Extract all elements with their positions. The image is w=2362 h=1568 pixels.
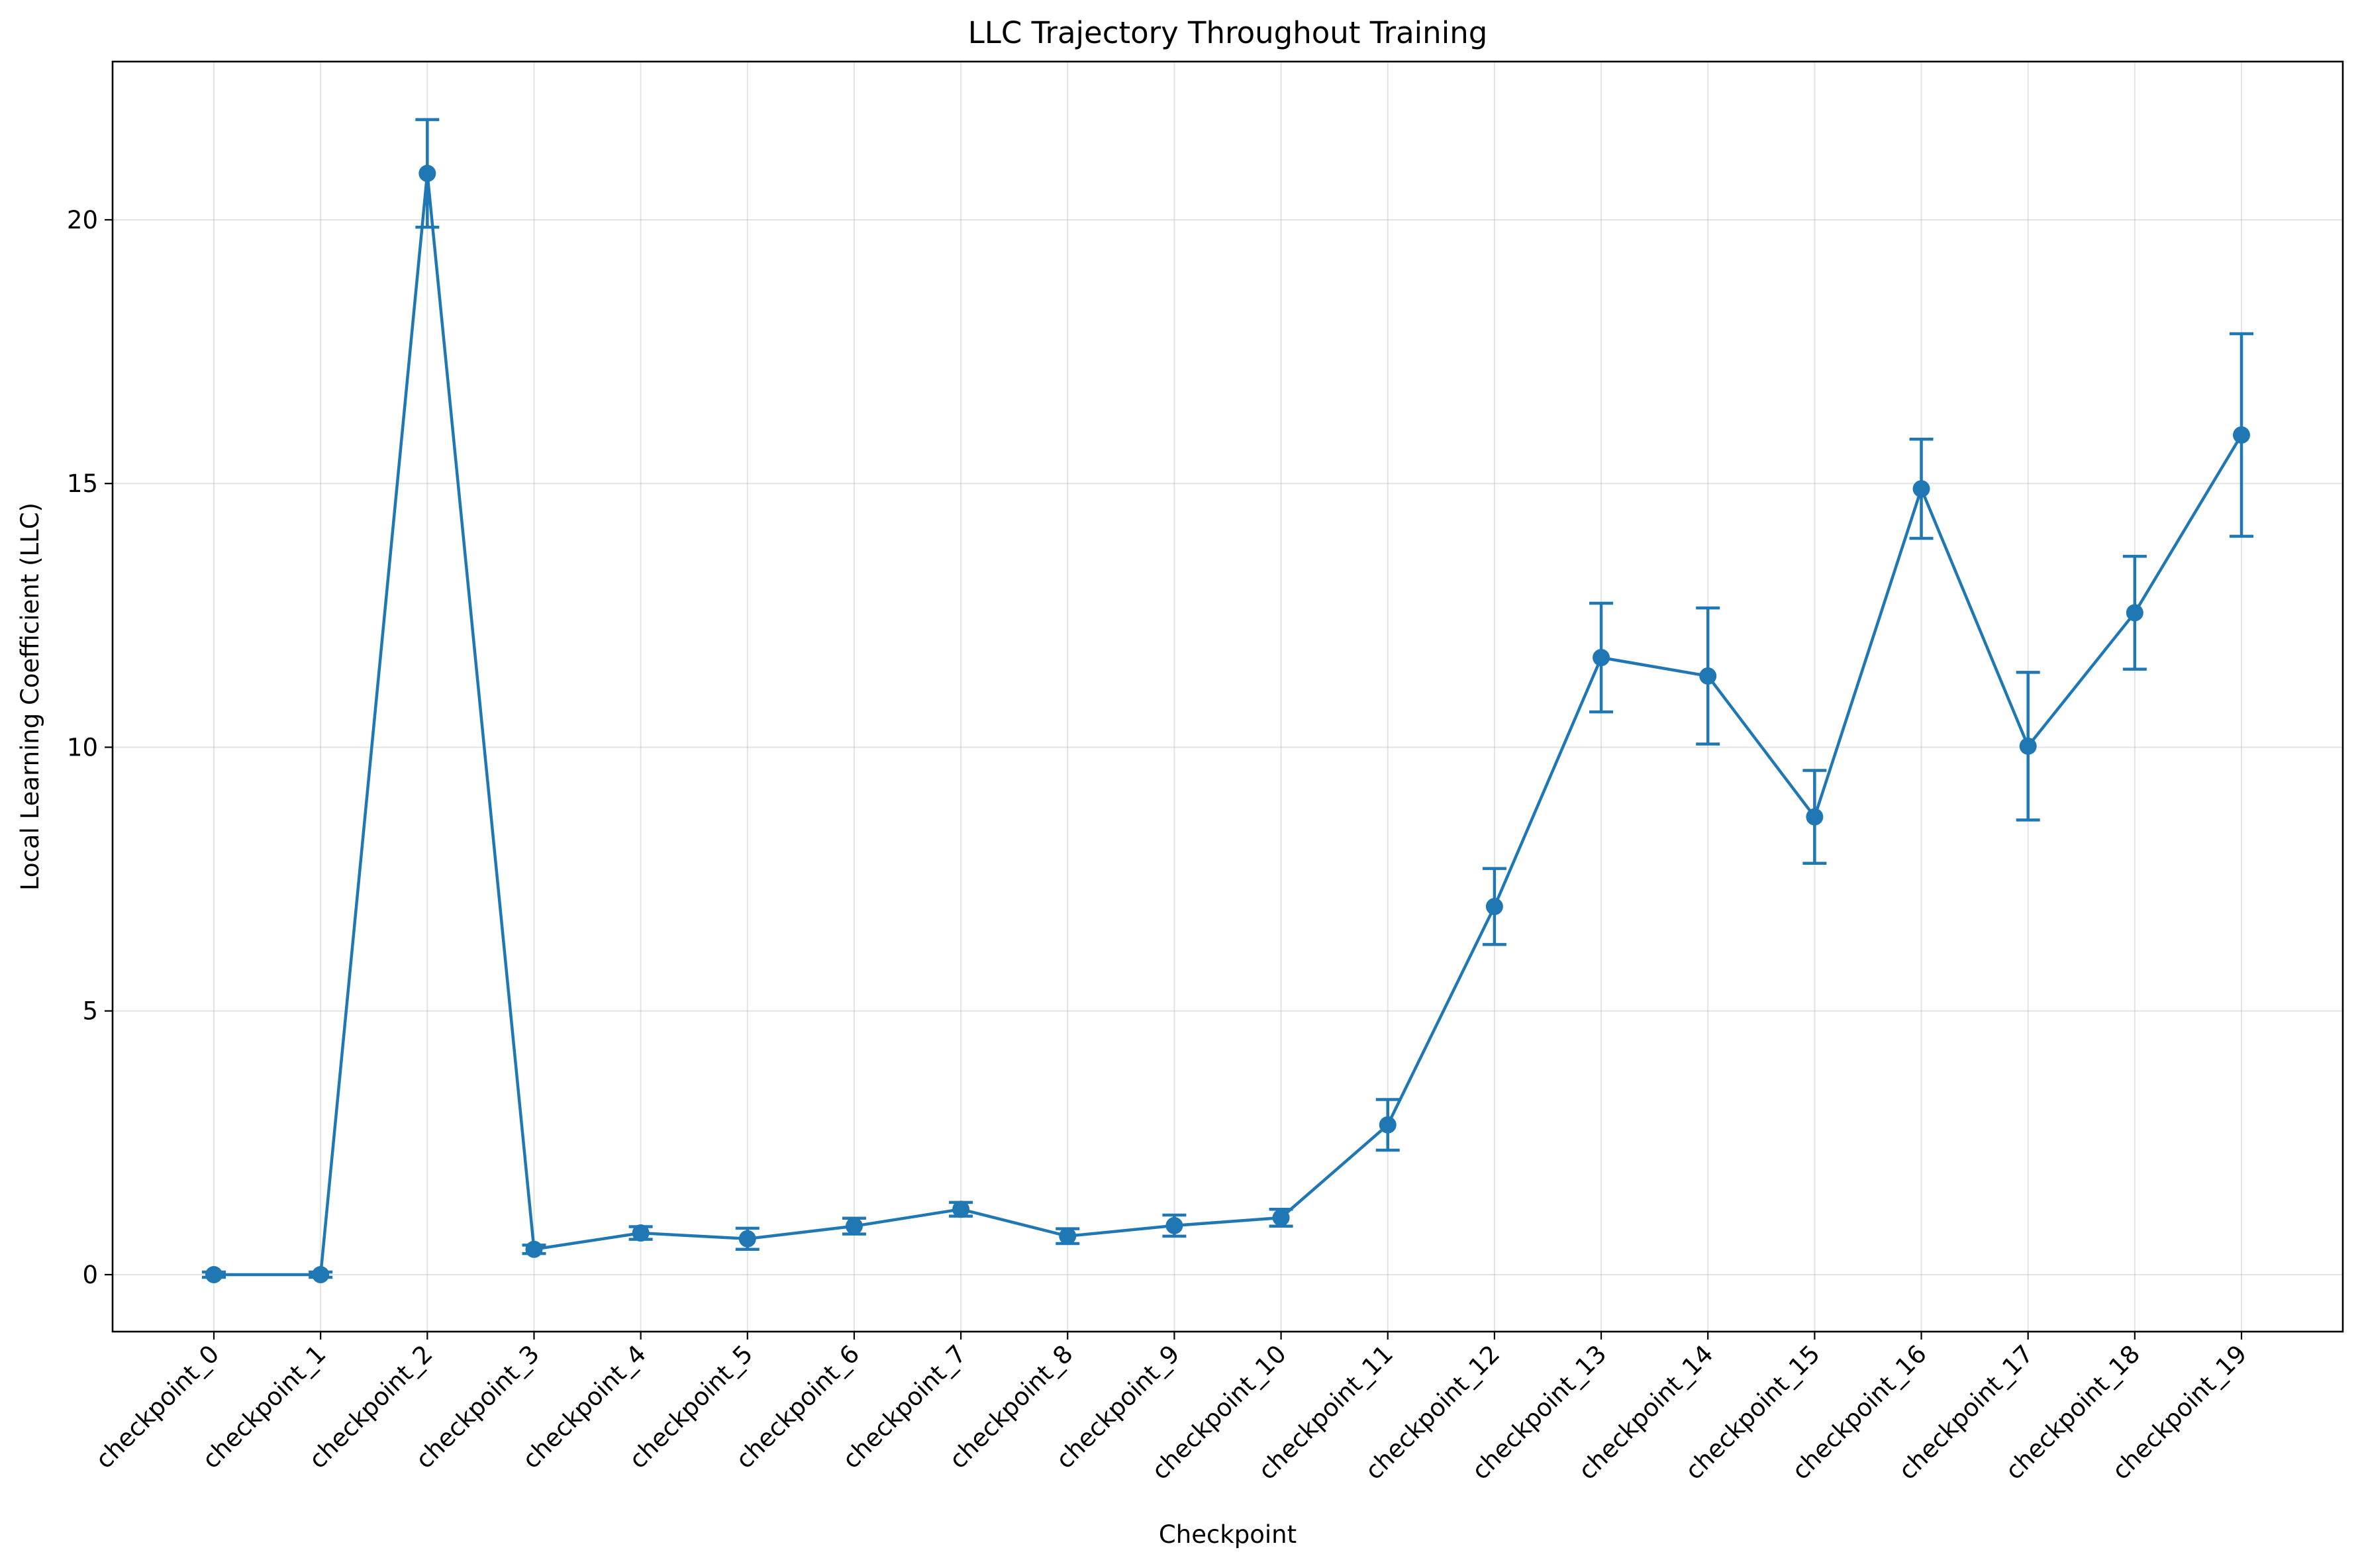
- y-tick-label: 20: [67, 206, 98, 234]
- data-point: [952, 1200, 970, 1218]
- data-point: [1379, 1116, 1397, 1134]
- data-point: [1485, 898, 1503, 916]
- series-line: [214, 172, 2243, 1277]
- chart-title: LLC Trajectory Throughout Training: [968, 15, 1488, 50]
- y-axis-ticks: 0 5 10 15 20: [67, 206, 113, 1289]
- data-point: [205, 1265, 222, 1283]
- data-point: [525, 1240, 543, 1258]
- y-tick-label: 15: [67, 469, 98, 498]
- data-point: [1912, 480, 1930, 498]
- data-point: [1059, 1227, 1077, 1245]
- data-point: [418, 164, 436, 182]
- data-point: [2019, 737, 2037, 755]
- y-tick-label: 0: [82, 1261, 98, 1289]
- plot-area-frame: [111, 60, 2344, 1333]
- data-point: [738, 1230, 756, 1248]
- data-markers: [205, 164, 2250, 1283]
- series-llc: [214, 172, 2243, 1277]
- data-point: [2126, 604, 2143, 622]
- data-point: [1165, 1216, 1183, 1234]
- y-tick-label: 5: [82, 997, 98, 1026]
- data-point: [2233, 426, 2250, 444]
- y-axis-label: Local Learning Coefficient (LLC): [16, 503, 44, 891]
- data-point: [1272, 1208, 1290, 1226]
- data-point: [845, 1217, 863, 1235]
- data-point: [632, 1224, 650, 1242]
- data-point: [1593, 649, 1610, 667]
- grid-lines: [113, 62, 2343, 1332]
- x-axis-label: Checkpoint: [1159, 1520, 1297, 1549]
- data-point: [312, 1265, 330, 1283]
- data-point: [1699, 667, 1717, 685]
- y-tick-label: 10: [67, 733, 98, 761]
- data-point: [1806, 808, 1824, 826]
